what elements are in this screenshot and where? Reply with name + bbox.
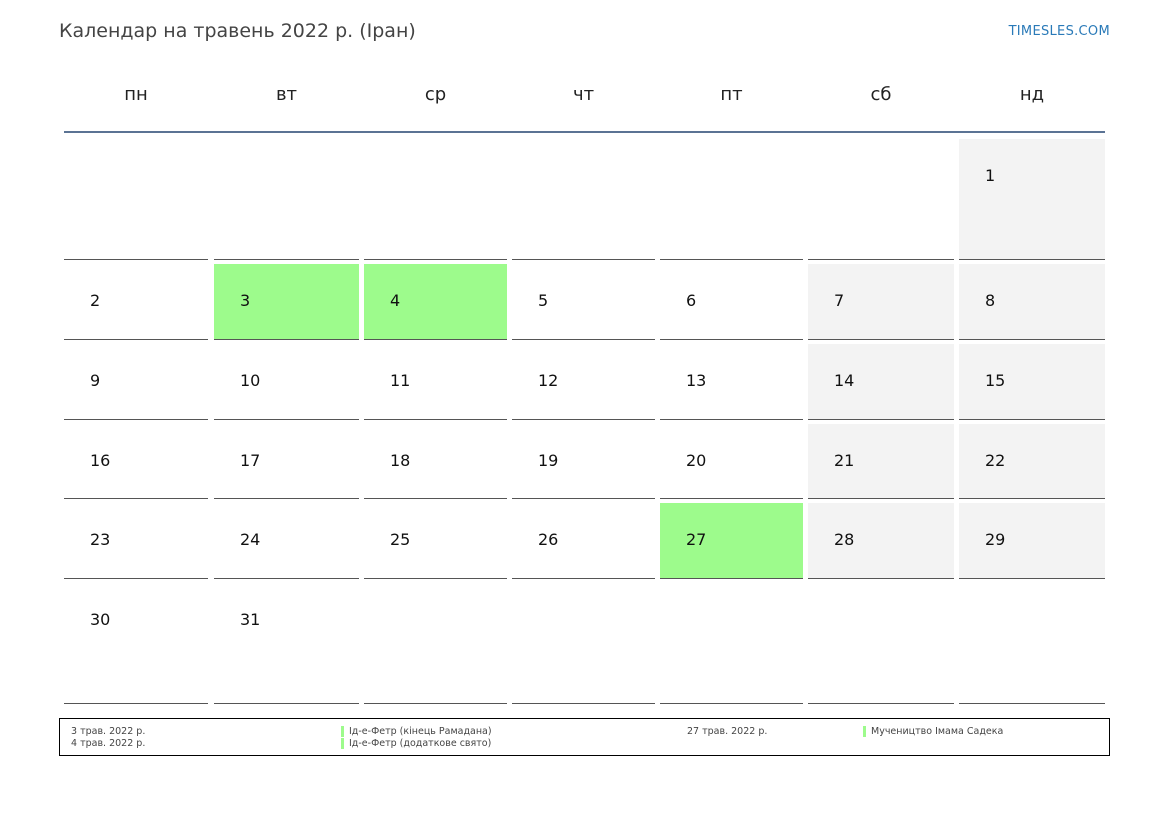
day-number: 13 (686, 371, 707, 390)
day-cell-13[interactable]: 13 (660, 344, 803, 420)
day-cell-29[interactable]: 29 (959, 503, 1105, 579)
holiday-color-marker (341, 726, 344, 737)
day-number: 28 (834, 530, 855, 549)
day-cell-5[interactable]: 5 (512, 264, 655, 340)
day-cell-15[interactable]: 15 (959, 344, 1105, 420)
day-cell-23[interactable]: 23 (64, 503, 208, 579)
weekday-2: ср (424, 84, 447, 105)
empty-day-cell (808, 139, 954, 260)
day-cell-24[interactable]: 24 (214, 503, 359, 579)
day-number: 29 (985, 530, 1006, 549)
legend-holiday-name: Ід-е-Фетр (додаткове свято) (349, 738, 492, 749)
empty-day-cell (64, 139, 208, 260)
weekday-header-row: пн вт ср чт пт сб нд (64, 84, 1105, 114)
empty-day-cell (214, 139, 359, 260)
day-number: 25 (390, 530, 411, 549)
day-cell-19[interactable]: 19 (512, 424, 655, 499)
day-cell-1[interactable]: 1 (959, 139, 1105, 260)
day-cell-25[interactable]: 25 (364, 503, 507, 579)
day-cell-18[interactable]: 18 (364, 424, 507, 499)
weekday-0: пн (124, 84, 148, 105)
day-cell-3[interactable]: 3 (214, 264, 359, 340)
day-number: 24 (240, 530, 261, 549)
holiday-color-marker (341, 738, 344, 749)
site-link[interactable]: TIMESLES.COM (1008, 24, 1110, 39)
day-cell-6[interactable]: 6 (660, 264, 803, 340)
day-number: 20 (686, 451, 707, 470)
day-number: 22 (985, 451, 1006, 470)
legend-holiday-name: Мучеництво Імама Садека (871, 726, 1004, 737)
empty-day-cell (512, 583, 655, 704)
day-number: 1 (985, 166, 996, 185)
day-number: 16 (90, 451, 111, 470)
empty-day-cell (364, 139, 507, 260)
empty-day-cell (959, 583, 1105, 704)
day-number: 6 (686, 291, 697, 310)
empty-day-cell (660, 583, 803, 704)
legend-date: 3 трав. 2022 р. (71, 726, 146, 737)
day-number: 15 (985, 371, 1006, 390)
weekday-1: вт (275, 84, 298, 105)
day-number: 18 (390, 451, 411, 470)
legend-date: 4 трав. 2022 р. (71, 738, 146, 749)
empty-day-cell (364, 583, 507, 704)
legend-holiday-name: Ід-е-Фетр (кінець Рамадана) (349, 726, 492, 737)
day-number: 30 (90, 610, 111, 629)
day-cell-16[interactable]: 16 (64, 424, 208, 499)
day-cell-28[interactable]: 28 (808, 503, 954, 579)
page-title: Календар на травень 2022 р. (Іран) (59, 20, 416, 42)
day-cell-21[interactable]: 21 (808, 424, 954, 499)
day-cell-4[interactable]: 4 (364, 264, 507, 340)
day-number: 5 (538, 291, 549, 310)
weekday-3: чт (572, 84, 595, 105)
day-number: 7 (834, 291, 845, 310)
header-divider (64, 131, 1105, 133)
weekday-6: нд (1019, 84, 1045, 105)
empty-day-cell (660, 139, 803, 260)
day-cell-17[interactable]: 17 (214, 424, 359, 499)
day-number: 12 (538, 371, 559, 390)
day-number: 21 (834, 451, 855, 470)
holiday-color-marker (863, 726, 866, 737)
holiday-legend: 3 трав. 2022 р. Ід-е-Фетр (кінець Рамадан… (59, 718, 1110, 756)
day-cell-30[interactable]: 30 (64, 583, 208, 704)
empty-day-cell (512, 139, 655, 260)
day-number: 17 (240, 451, 261, 470)
day-cell-7[interactable]: 7 (808, 264, 954, 340)
day-number: 31 (240, 610, 261, 629)
day-number: 23 (90, 530, 111, 549)
day-number: 11 (390, 371, 411, 390)
weekday-5: сб (870, 84, 892, 105)
day-number: 2 (90, 291, 101, 310)
day-cell-12[interactable]: 12 (512, 344, 655, 420)
day-number: 14 (834, 371, 855, 390)
day-number: 9 (90, 371, 101, 390)
empty-day-cell (808, 583, 954, 704)
day-cell-9[interactable]: 9 (64, 344, 208, 420)
legend-date: 27 трав. 2022 р. (687, 726, 768, 737)
day-number: 10 (240, 371, 261, 390)
day-cell-14[interactable]: 14 (808, 344, 954, 420)
day-number: 3 (240, 291, 251, 310)
day-number: 8 (985, 291, 996, 310)
day-cell-20[interactable]: 20 (660, 424, 803, 499)
day-cell-27[interactable]: 27 (660, 503, 803, 579)
day-cell-10[interactable]: 10 (214, 344, 359, 420)
day-cell-31[interactable]: 31 (214, 583, 359, 704)
day-cell-22[interactable]: 22 (959, 424, 1105, 499)
day-cell-2[interactable]: 2 (64, 264, 208, 340)
day-number: 27 (686, 530, 707, 549)
day-cell-8[interactable]: 8 (959, 264, 1105, 340)
weekday-4: пт (720, 84, 743, 105)
day-number: 26 (538, 530, 559, 549)
day-cell-26[interactable]: 26 (512, 503, 655, 579)
day-number: 4 (390, 291, 401, 310)
day-number: 19 (538, 451, 559, 470)
day-cell-11[interactable]: 11 (364, 344, 507, 420)
